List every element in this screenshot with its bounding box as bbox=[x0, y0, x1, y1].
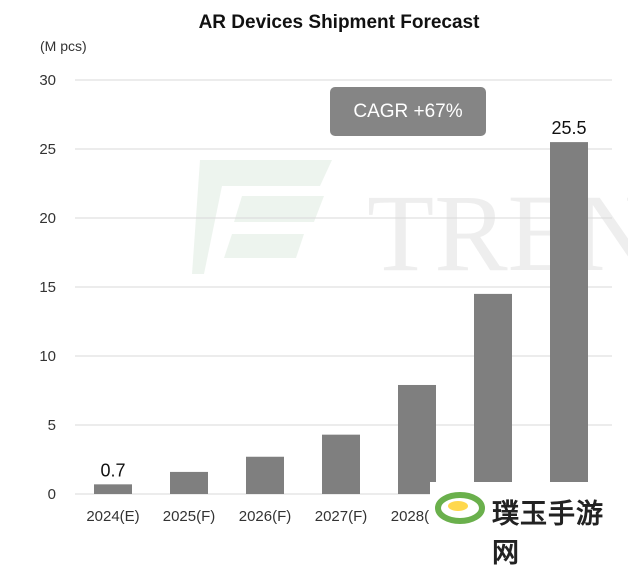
bar bbox=[170, 471, 208, 494]
chart-title: AR Devices Shipment Forecast bbox=[198, 12, 480, 33]
y-axis-unit-label: (M pcs) bbox=[40, 38, 87, 54]
data-label: 0.7 bbox=[100, 460, 125, 480]
logo-icon bbox=[435, 492, 485, 524]
logo-text: 璞玉手游网 bbox=[492, 499, 604, 569]
y-tick-label: 20 bbox=[39, 210, 56, 227]
bar bbox=[398, 384, 436, 494]
bar bbox=[246, 456, 284, 494]
y-tick-label: 10 bbox=[39, 348, 56, 365]
bar-chart-plot: 0 5 10 15 20 25 30 2024(E) 2025(F) 2026(F) 2027(F… bbox=[39, 72, 612, 525]
y-tick-label: 25 bbox=[39, 141, 56, 158]
x-tick-label: 2026(F) bbox=[239, 508, 292, 525]
x-tick-label: 2027(F) bbox=[315, 508, 368, 525]
bar bbox=[94, 484, 132, 494]
bar bbox=[550, 142, 588, 494]
site-logo: 璞玉手游网 bbox=[430, 482, 628, 569]
data-label: 25.5 bbox=[551, 118, 586, 138]
bar bbox=[474, 293, 512, 494]
y-tick-label: 5 bbox=[48, 417, 56, 434]
bar bbox=[322, 434, 360, 494]
y-tick-label: 30 bbox=[39, 72, 56, 89]
x-tick-label: 2025(F) bbox=[163, 508, 216, 525]
x-tick-label: 2024(E) bbox=[86, 508, 139, 525]
y-tick-label: 0 bbox=[48, 486, 56, 503]
y-tick-label: 15 bbox=[39, 279, 56, 296]
cagr-annotation: CAGR +67% bbox=[330, 87, 486, 136]
